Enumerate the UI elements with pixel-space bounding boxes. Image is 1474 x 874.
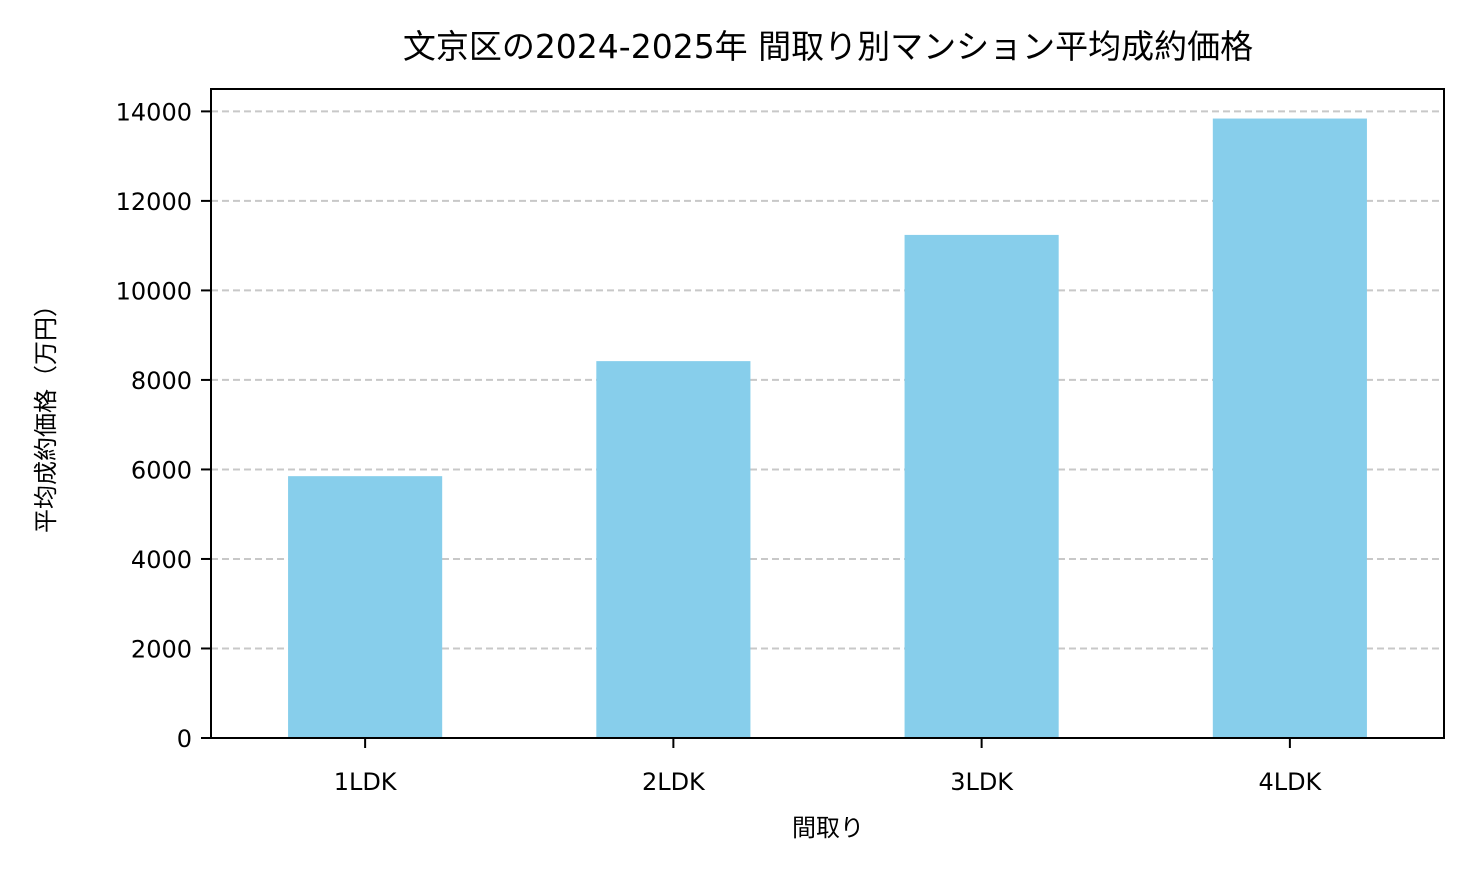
y-tick-label: 0 [177,725,192,753]
y-tick-label: 2000 [131,635,192,663]
y-tick-label: 4000 [131,546,192,574]
x-axis: 1LDK 2LDK 3LDK 4LDK [334,738,1323,796]
y-tick-label: 10000 [116,277,192,305]
chart-title: 文京区の2024-2025年 間取り別マンション平均成約価格 [403,27,1253,66]
bar-2ldk [596,361,751,738]
x-tick-label: 1LDK [334,768,398,796]
x-tick-label: 2LDK [642,768,706,796]
x-tick-label: 4LDK [1258,768,1322,796]
y-axis: 0 2000 4000 6000 8000 10000 12000 14000 [116,98,211,753]
x-axis-label: 間取り [792,814,864,842]
bar-3ldk [904,234,1059,739]
bar-4ldk [1212,118,1367,738]
x-tick-label: 3LDK [950,768,1014,796]
y-tick-label: 6000 [131,456,192,484]
bar-1ldk [288,476,443,738]
y-tick-label: 12000 [116,188,192,216]
plot-frame [210,88,1445,739]
y-tick-label: 14000 [116,98,192,126]
y-axis-label: 平均成約価格（万円） [32,293,60,533]
y-tick-label: 8000 [131,367,192,395]
bars [288,118,1367,739]
